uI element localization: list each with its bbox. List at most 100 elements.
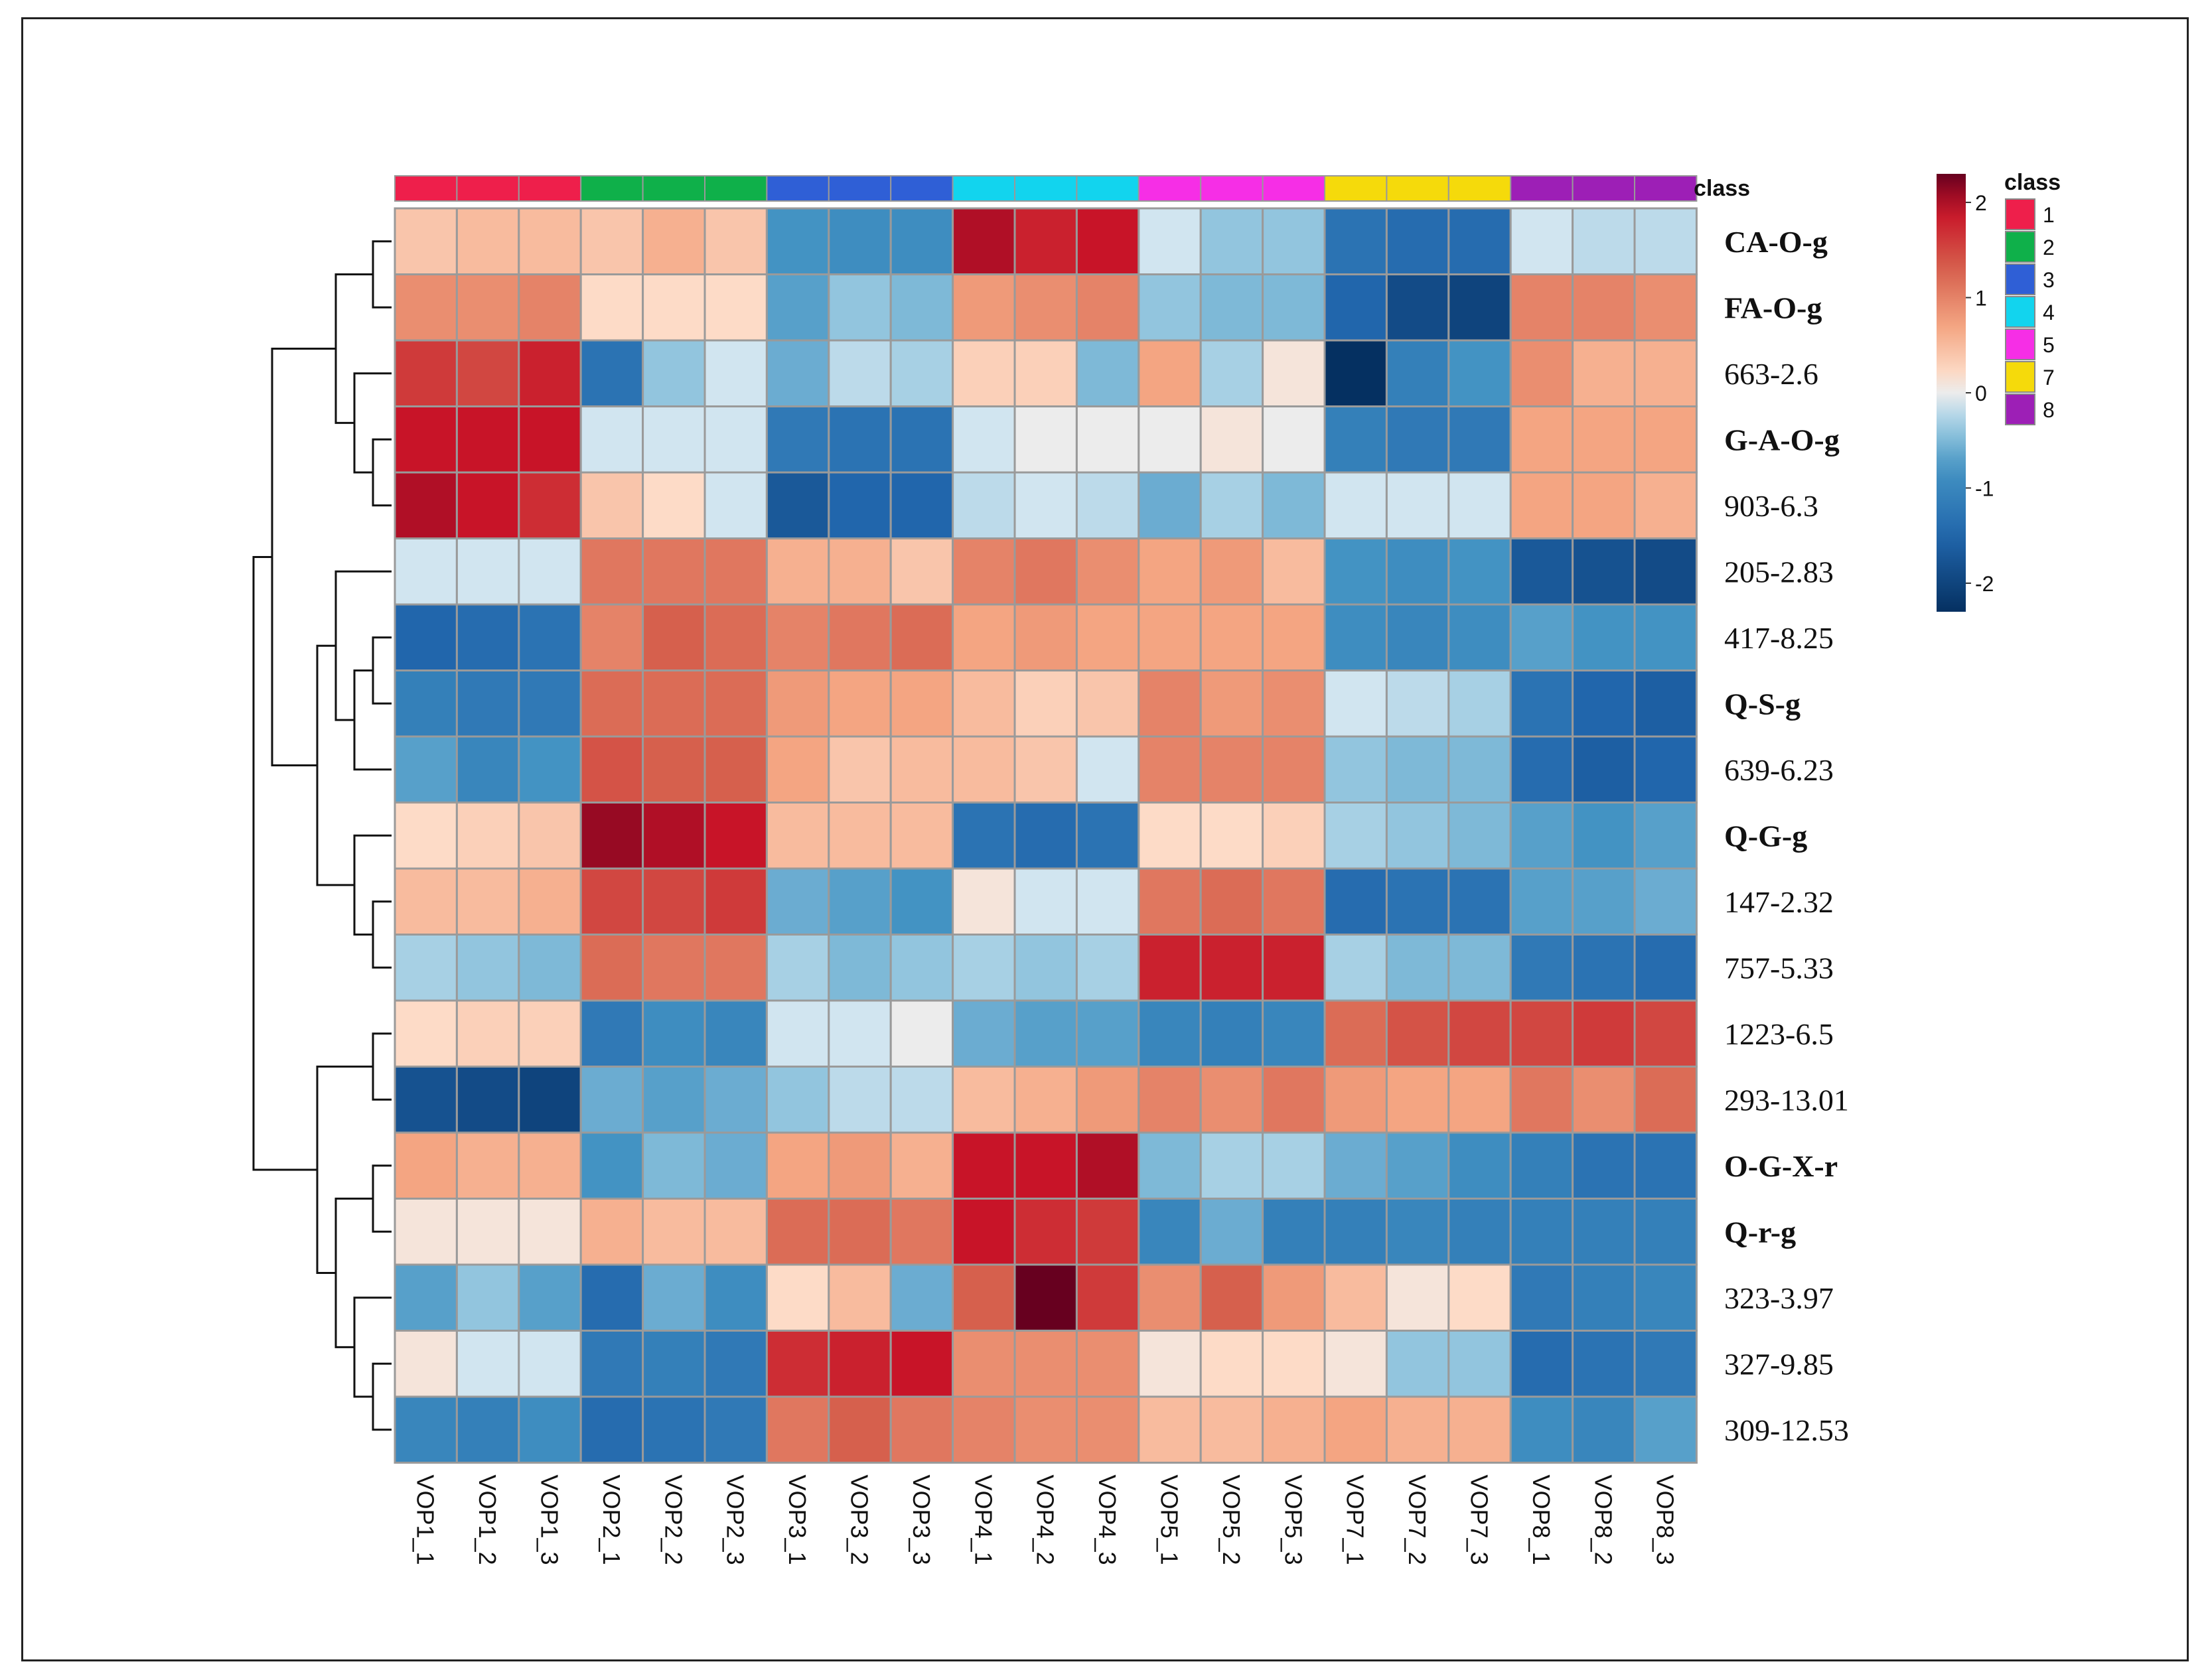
heatmap-cell (518, 1131, 582, 1200)
heatmap-cell (1323, 669, 1388, 738)
heatmap-cell (1572, 934, 1636, 1002)
column-label: VOP4_3 (1094, 1475, 1121, 1565)
dendrogram-branch (372, 438, 392, 507)
heatmap-cell (455, 735, 520, 804)
heatmap-cell (1385, 339, 1450, 407)
heatmap-cell (1509, 603, 1574, 671)
heatmap-cell (1447, 999, 1512, 1068)
heatmap-cell (1447, 1330, 1512, 1398)
heatmap-cell (1075, 273, 1140, 342)
heatmap-cell (455, 934, 520, 1002)
class-bar-cell (952, 175, 1015, 202)
heatmap-cell (1385, 802, 1450, 870)
legend-swatch (2005, 328, 2035, 360)
column-label: VOP5_3 (1280, 1475, 1307, 1565)
heatmap-cell (1075, 735, 1140, 804)
class-bar-cell (1510, 175, 1574, 202)
heatmap-cell (1633, 537, 1698, 606)
heatmap-cell (1633, 1395, 1698, 1464)
heatmap-cell (952, 471, 1016, 539)
heatmap-cell (1633, 207, 1698, 275)
heatmap-cell (765, 537, 830, 606)
heatmap-cell (1385, 1263, 1450, 1332)
heatmap-cell (703, 802, 768, 870)
heatmap-cell (952, 735, 1016, 804)
heatmap-cell (1633, 1330, 1698, 1398)
heatmap-cell (455, 867, 520, 936)
heatmap-cell (1138, 1198, 1202, 1266)
heatmap-cell (518, 1263, 582, 1332)
heatmap-cell (1633, 735, 1698, 804)
heatmap-cell (1385, 669, 1450, 738)
class-bar-cell (1447, 175, 1512, 202)
row-label: 293-13.01 (1724, 1083, 1849, 1117)
heatmap-cell (518, 1395, 582, 1464)
heatmap-cell (1013, 273, 1078, 342)
heatmap-cell (828, 273, 892, 342)
heatmap-cell (1385, 934, 1450, 1002)
class-bar-cell (1014, 175, 1078, 202)
heatmap-cell (1199, 603, 1264, 671)
heatmap-cell (1199, 1330, 1264, 1398)
heatmap-cell (394, 273, 458, 342)
class-bar-cell (518, 175, 582, 202)
legend-label: 5 (2043, 333, 2055, 357)
heatmap-cell (455, 405, 520, 474)
heatmap-cell (828, 339, 892, 407)
heatmap-cell (455, 1198, 520, 1266)
heatmap-cell (1075, 999, 1140, 1068)
row-label: 639-6.23 (1724, 753, 1834, 787)
heatmap-cell (579, 867, 644, 936)
heatmap-cell (1323, 273, 1388, 342)
heatmap-cell (1323, 537, 1388, 606)
heatmap-cell (1323, 735, 1388, 804)
heatmap-cell (1262, 273, 1326, 342)
heatmap-cell (1633, 1131, 1698, 1200)
heatmap-cell (703, 999, 768, 1068)
heatmap-cell (828, 1198, 892, 1266)
heatmap-cell (1199, 1066, 1264, 1134)
heatmap-cell (1572, 1330, 1636, 1398)
row-label: CA-O-g (1724, 225, 1828, 259)
colorbar-tick-label: 1 (1975, 287, 1987, 311)
heatmap-cell (394, 1330, 458, 1398)
heatmap-cell (455, 1263, 520, 1332)
heatmap-cell (1262, 669, 1326, 738)
legend-label: 3 (2043, 268, 2055, 292)
heatmap-cell (765, 339, 830, 407)
heatmap-cell (642, 867, 706, 936)
legend-swatch (2005, 296, 2035, 328)
heatmap-cell (1199, 999, 1264, 1068)
legend-title: class (2004, 170, 2061, 195)
heatmap-cell (1447, 1198, 1512, 1266)
heatmap-cell (579, 1131, 644, 1200)
heatmap-cell (1572, 405, 1636, 474)
column-label: VOP2_1 (598, 1475, 625, 1565)
heatmap-cell (1262, 1395, 1326, 1464)
heatmap-cell (703, 1263, 768, 1332)
heatmap-cell (1138, 471, 1202, 539)
heatmap-cell (642, 603, 706, 671)
class-bar-label: class (1694, 176, 1750, 201)
heatmap-cell (952, 405, 1016, 474)
heatmap-cell (394, 603, 458, 671)
dendrogram-branch (372, 1032, 392, 1101)
row-dendrogram (252, 240, 392, 1431)
heatmap-cell (1323, 405, 1388, 474)
row-label: Q-S-g (1724, 687, 1801, 721)
heatmap-cell (1262, 537, 1326, 606)
class-bar-cell (1076, 175, 1140, 202)
heatmap-cell (455, 669, 520, 738)
heatmap-cell (889, 735, 954, 804)
legend-swatch (2005, 231, 2035, 263)
heatmap-cell (1013, 867, 1078, 936)
column-label: VOP1_2 (474, 1475, 501, 1565)
legend-swatch (2005, 263, 2035, 295)
heatmap-cell (828, 735, 892, 804)
row-label: Q-r-g (1724, 1215, 1796, 1249)
heatmap-cell (1199, 1263, 1264, 1332)
heatmap-cell (703, 1066, 768, 1134)
legend-label: 2 (2043, 236, 2055, 259)
heatmap-cell (1199, 669, 1264, 738)
